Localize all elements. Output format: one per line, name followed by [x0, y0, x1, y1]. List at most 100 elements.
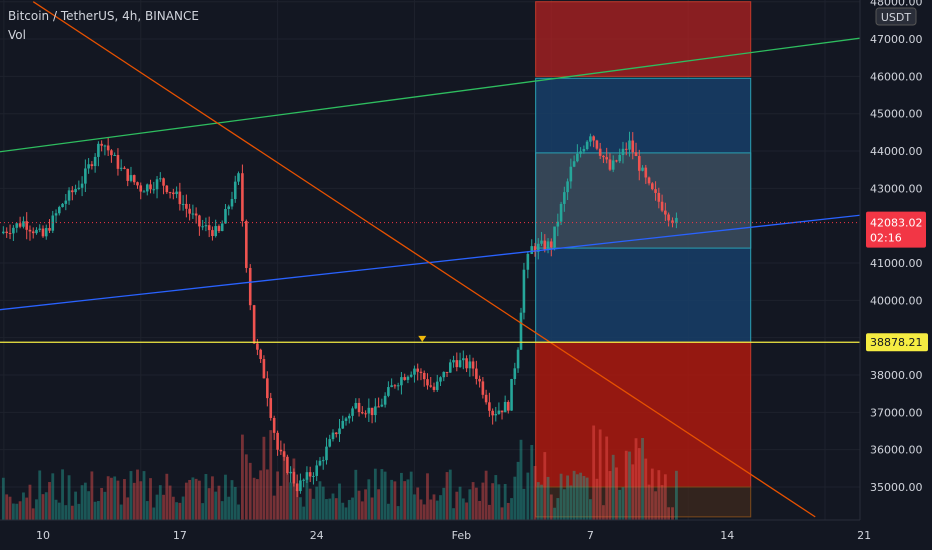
volume-bar: [318, 481, 322, 520]
candle-body: [103, 145, 107, 147]
candle-body: [409, 374, 413, 377]
volume-bar: [351, 497, 354, 520]
volume-bar: [241, 434, 244, 520]
candle-body: [191, 213, 195, 215]
position-box-entry: [535, 152, 752, 249]
volume-bar: [667, 507, 670, 520]
candle-body: [589, 136, 592, 142]
volume-bar: [132, 482, 136, 520]
candle-body: [80, 183, 84, 188]
candle-body: [442, 371, 446, 378]
candle-body: [432, 386, 436, 390]
volume-bar: [494, 475, 498, 520]
candle-body: [390, 385, 393, 388]
candle-body: [214, 226, 217, 237]
volume-bar: [38, 470, 42, 520]
volume-bar: [409, 471, 413, 520]
volume-bars: [1, 425, 678, 520]
candle-body: [113, 155, 116, 157]
volume-bar: [481, 482, 485, 520]
candle-body: [152, 189, 156, 191]
candle-body: [252, 305, 256, 344]
volume-bar: [487, 504, 491, 520]
volume-bar: [217, 485, 221, 520]
volume-bar: [106, 476, 110, 520]
volume-bar: [367, 479, 371, 520]
candle-body: [132, 175, 136, 183]
volume-bar: [123, 479, 126, 520]
candle-body: [165, 185, 169, 193]
y-tick-label: 37000.00: [870, 406, 923, 419]
y-tick-label: 48000.00: [870, 0, 923, 9]
y-tick-label: 38000.00: [870, 369, 923, 382]
volume-bar: [230, 480, 234, 520]
volume-bar: [559, 473, 563, 520]
volume-bar: [605, 436, 609, 520]
candle-body: [100, 143, 103, 146]
volume-bar: [618, 489, 622, 520]
candle-body: [61, 203, 64, 208]
volume-bar: [119, 504, 123, 520]
candle-body: [644, 167, 648, 178]
candle-body: [142, 191, 146, 193]
x-tick-label: 10: [36, 529, 50, 542]
x-tick-label: 21: [857, 529, 871, 542]
volume-bar: [207, 488, 211, 520]
candle-body: [458, 360, 462, 368]
candle-body: [615, 160, 618, 162]
volume-bar: [334, 498, 338, 520]
volume-bar: [572, 470, 576, 520]
candle-body: [41, 228, 45, 237]
trendline-green: [0, 37, 860, 153]
candle-body: [455, 360, 459, 368]
volume-bar: [41, 494, 45, 520]
candle-body: [211, 230, 214, 237]
volume-bar: [255, 479, 259, 520]
volume-bar: [347, 499, 351, 520]
volume-bar: [175, 502, 178, 520]
volume-bar: [370, 497, 374, 520]
volume-bar: [663, 474, 667, 520]
volume-bar: [211, 476, 214, 520]
volume-bar: [465, 502, 468, 520]
volume-bar: [74, 491, 77, 520]
volume-bar: [77, 503, 81, 520]
volume-bar: [598, 429, 602, 520]
volume-bar: [526, 472, 530, 520]
candle-body: [553, 226, 556, 248]
y-tick-label: 47000.00: [870, 33, 923, 46]
candle-body: [526, 253, 530, 270]
candle-body: [262, 359, 266, 379]
candle-body: [248, 267, 252, 306]
volume-bar: [83, 482, 87, 520]
volume-bar: [126, 497, 130, 520]
volume-bar: [426, 473, 429, 520]
candle-body: [611, 160, 615, 170]
volume-bar: [204, 474, 208, 520]
volume-bar: [390, 479, 394, 520]
volume-bar: [634, 438, 638, 520]
candle-body: [188, 208, 191, 214]
candle-body: [241, 173, 244, 222]
candle-body: [675, 217, 678, 224]
volume-bar: [595, 478, 599, 520]
candle-body: [338, 428, 341, 435]
x-tick-label: 14: [720, 529, 734, 542]
volume-bar: [380, 469, 384, 520]
candle-body: [106, 145, 110, 151]
volume-bar: [338, 483, 341, 520]
candle-body: [331, 432, 335, 440]
candle-body: [84, 168, 87, 184]
candle-body: [269, 398, 273, 418]
volume-bar: [328, 498, 332, 520]
volume-bar: [184, 482, 188, 520]
volume-bar: [592, 425, 596, 520]
volume-bar: [165, 473, 169, 520]
current-price-tag: [866, 211, 926, 248]
y-tick-label: 40000.00: [870, 294, 923, 307]
candle-body: [204, 225, 208, 227]
volume-bar: [575, 474, 579, 520]
volume-bar: [224, 474, 227, 520]
